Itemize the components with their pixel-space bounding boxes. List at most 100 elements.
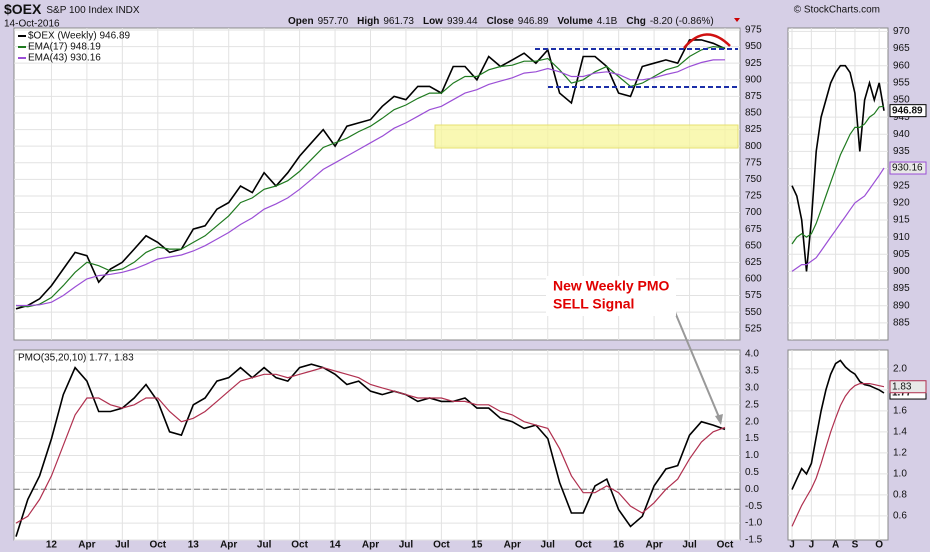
- x-tick-label: J: [789, 540, 795, 551]
- series-line: [791, 167, 885, 272]
- legend-entry: EMA(43) 930.16: [28, 53, 101, 64]
- y-tick-label: -1.5: [745, 535, 763, 546]
- x-tick-label: A: [832, 540, 839, 551]
- x-tick-label: 12: [46, 540, 58, 551]
- y-tick-label: -1.0: [745, 518, 763, 529]
- y-tick-label: 675: [745, 224, 762, 235]
- y-tick-label: 900: [893, 266, 910, 277]
- y-tick-label: 700: [745, 207, 762, 218]
- panel: [787, 27, 889, 341]
- series-line: [791, 383, 885, 527]
- annotation: New Weekly PMO: [553, 278, 670, 294]
- y-tick-label: 1.6: [893, 406, 907, 417]
- y-tick-label: 3.5: [745, 366, 759, 377]
- y-tick-label: 875: [745, 91, 762, 102]
- y-tick-label: 885: [893, 317, 910, 328]
- panels: 525 550 575 600 625 650 675 700 725 750 775 800 825 8…: [13, 25, 927, 551]
- series-line: [15, 45, 726, 308]
- y-tick-label: 850: [745, 108, 762, 119]
- x-tick-label: Apr: [220, 540, 237, 551]
- x-tick-label: Jul: [541, 540, 556, 551]
- y-tick-label: 1.5: [745, 433, 759, 444]
- down-marker: [734, 18, 740, 22]
- y-tick-label: 965: [893, 43, 910, 54]
- quote-label: Close: [487, 16, 515, 27]
- quote-label: Volume: [557, 16, 593, 27]
- panel: [787, 349, 889, 541]
- x-tick-label: Jul: [257, 540, 272, 551]
- y-tick-label: 955: [893, 77, 910, 88]
- y-tick-label: 3.0: [745, 383, 759, 394]
- y-tick-label: 950: [893, 95, 910, 106]
- y-tick-label: 960: [893, 60, 910, 71]
- y-tick-label: 2.0: [745, 416, 759, 427]
- quote-label: Chg: [626, 16, 645, 27]
- y-tick-label: 625: [745, 257, 762, 268]
- series-line: [791, 105, 885, 245]
- y-tick-label: 925: [893, 180, 910, 191]
- x-tick-label: S: [852, 540, 859, 551]
- annotations: New Weekly PMO SELL Signal: [434, 33, 739, 425]
- legend-entry: $OEX (Weekly) 946.89: [28, 31, 131, 42]
- x-tick-label: 16: [613, 540, 625, 551]
- arrow-head: [715, 414, 723, 425]
- y-tick-label: 975: [745, 25, 762, 36]
- quote-label: Open: [288, 16, 314, 27]
- y-tick-label: 725: [745, 191, 762, 202]
- x-tick-label: Apr: [504, 540, 521, 551]
- x-tick-label: J: [809, 540, 815, 551]
- x-tick-label: Jul: [399, 540, 414, 551]
- y-tick-label: 2.0: [893, 364, 907, 375]
- series-line: [16, 59, 726, 307]
- y-tick-label: 925: [745, 58, 762, 69]
- y-tick-label: 650: [745, 240, 762, 251]
- header-title: $OEX S&P 100 Index INDX: [4, 1, 140, 17]
- y-tick-label: 1.0: [745, 450, 759, 461]
- value-label: 930.16: [892, 163, 923, 174]
- value-box: [889, 380, 927, 394]
- support-zone: [434, 124, 739, 149]
- y-tick-label: 775: [745, 157, 762, 168]
- x-tick-label: 13: [188, 540, 200, 551]
- y-tick-label: 575: [745, 290, 762, 301]
- y-tick-label: 800: [745, 141, 762, 152]
- quote-value: 957.70: [318, 16, 349, 27]
- y-tick-label: 0.8: [893, 490, 907, 501]
- y-tick-label: 915: [893, 215, 910, 226]
- value-label: 946.89: [892, 105, 923, 116]
- x-tick-label: Oct: [291, 540, 308, 551]
- legend-entry: PMO(35,20,10) 1.77, 1.83: [18, 353, 134, 364]
- value-box: [889, 104, 927, 118]
- arrow-line: [671, 304, 722, 423]
- series-line: [791, 64, 885, 272]
- y-tick-label: 900: [745, 74, 762, 85]
- series-line: [791, 359, 885, 490]
- x-tick-label: 15: [471, 540, 483, 551]
- y-tick-label: 890: [893, 300, 910, 311]
- value-label: 1.83: [892, 381, 912, 392]
- y-tick-label: 950: [745, 41, 762, 52]
- x-tick-label: Jul: [682, 540, 697, 551]
- x-tick-label: 14: [329, 540, 341, 551]
- x-tick-label: Jul: [115, 540, 130, 551]
- y-tick-label: 920: [893, 197, 910, 208]
- y-tick-label: 550: [745, 307, 762, 318]
- y-tick-label: 895: [893, 283, 910, 294]
- x-tick-label: Oct: [149, 540, 166, 551]
- series-line: [15, 366, 726, 524]
- y-tick-label: 1.4: [893, 427, 907, 438]
- quote-label: Low: [423, 16, 443, 27]
- y-tick-label: 1.2: [893, 448, 907, 459]
- y-tick-label: 0.6: [893, 510, 907, 521]
- x-tick-label: Oct: [433, 540, 450, 551]
- legend-entry: EMA(17) 948.19: [28, 42, 101, 53]
- y-tick-label: 905: [893, 249, 910, 260]
- annotation: SELL Signal: [553, 296, 634, 312]
- y-tick-label: 750: [745, 174, 762, 185]
- y-tick-label: 525: [745, 323, 762, 334]
- y-tick-label: 0.0: [745, 484, 759, 495]
- y-tick-label: 1.0: [893, 469, 907, 480]
- x-tick-label: Apr: [362, 540, 379, 551]
- y-tick-label: 0.5: [745, 467, 759, 478]
- x-tick-label: Apr: [645, 540, 662, 551]
